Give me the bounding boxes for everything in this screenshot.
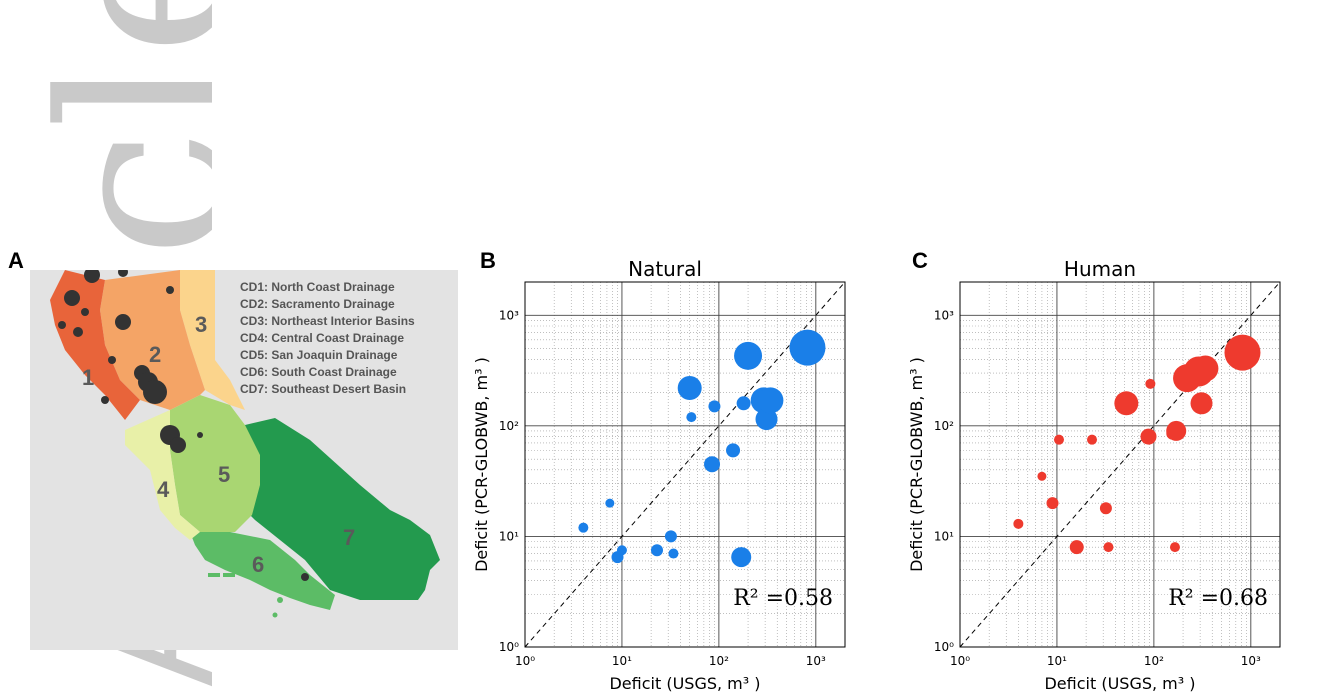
y-tick-label: 10² xyxy=(499,419,519,433)
x-tick-label: 10² xyxy=(1144,654,1164,668)
x-axis-label: Deficit (USGS, m³ ) xyxy=(1044,674,1195,693)
data-point xyxy=(686,412,697,423)
legend-cd6: CD6: South Coast Drainage xyxy=(240,365,397,379)
region-cd5 xyxy=(170,395,260,532)
region-cd3 xyxy=(180,270,245,410)
data-point xyxy=(1114,391,1139,416)
data-point xyxy=(668,548,679,559)
map-legend: CD1: North Coast Drainage CD2: Sacrament… xyxy=(240,280,415,396)
plot-frame xyxy=(959,281,1281,648)
data-point xyxy=(755,408,778,431)
data-point xyxy=(1224,334,1261,371)
panel-b-letter: B xyxy=(480,248,496,273)
data-point xyxy=(664,530,677,543)
x-tick-label: 10³ xyxy=(806,654,826,668)
points xyxy=(578,329,826,568)
region-cd4 xyxy=(125,410,200,540)
x-tick-label: 10⁰ xyxy=(950,654,970,668)
x-tick-label: 10¹ xyxy=(1047,654,1067,668)
island-1 xyxy=(208,573,220,577)
data-point xyxy=(616,545,627,556)
panel-c-letter: C xyxy=(912,248,928,273)
data-point xyxy=(1099,502,1112,515)
data-point xyxy=(578,522,589,533)
data-point xyxy=(605,498,615,508)
data-point xyxy=(1166,420,1187,441)
data-point xyxy=(1169,542,1180,553)
chart-title: Human xyxy=(1064,257,1136,281)
region-label-5: 5 xyxy=(218,462,230,487)
data-point xyxy=(1140,428,1157,445)
legend-cd4: CD4: Central Coast Drainage xyxy=(240,331,404,345)
points xyxy=(1013,334,1261,555)
y-tick-label: 10² xyxy=(934,419,954,433)
station-markers xyxy=(58,270,309,581)
region-label-6: 6 xyxy=(252,552,264,577)
data-point xyxy=(1087,434,1098,445)
region-cd2 xyxy=(100,270,205,410)
x-tick-label: 10³ xyxy=(1241,654,1261,668)
island-4 xyxy=(272,612,278,618)
y-axis-label: Deficit (PCR-GLOBWB, m³ ) xyxy=(907,357,926,572)
y-tick-label: 10³ xyxy=(934,308,954,322)
panel-a-letter: A xyxy=(8,248,24,273)
data-point xyxy=(726,443,741,458)
y-axis-label: Deficit (PCR-GLOBWB, m³ ) xyxy=(472,357,491,572)
island-3 xyxy=(277,597,283,603)
island-2 xyxy=(223,573,235,577)
data-point xyxy=(757,387,784,414)
y-tick-label: 10⁰ xyxy=(499,640,519,654)
data-point xyxy=(1190,392,1213,415)
data-point xyxy=(789,329,826,366)
legend-cd3: CD3: Northeast Interior Basins xyxy=(240,314,415,328)
legend-cd2: CD2: Sacramento Drainage xyxy=(240,297,395,311)
y-tick-label: 10¹ xyxy=(499,529,519,543)
data-point xyxy=(1013,518,1024,529)
x-tick-label: 10² xyxy=(709,654,729,668)
legend-cd1: CD1: North Coast Drainage xyxy=(240,280,395,294)
data-point xyxy=(1103,542,1114,553)
x-tick-label: 10¹ xyxy=(612,654,632,668)
chart-title: Natural xyxy=(628,257,702,281)
california-map: 1 2 3 4 5 6 7 CD1: North Coast Drainage … xyxy=(30,270,458,650)
data-point xyxy=(731,547,752,568)
x-axis-label: Deficit (USGS, m³ ) xyxy=(609,674,760,693)
data-point xyxy=(1046,497,1059,510)
data-point xyxy=(708,400,721,413)
legend-cd7: CD7: Southeast Desert Basin xyxy=(240,382,406,396)
data-point xyxy=(1192,355,1219,382)
region-cd6 xyxy=(190,532,335,610)
region-label-2: 2 xyxy=(149,342,161,367)
data-point xyxy=(734,341,763,370)
region-cd1 xyxy=(50,270,140,420)
r-squared-annotation: R² =0.68 xyxy=(1168,586,1268,611)
data-point xyxy=(1037,471,1047,481)
data-point xyxy=(1069,540,1084,555)
plot-frame xyxy=(524,281,846,648)
legend-cd5: CD5: San Joaquin Drainage xyxy=(240,348,398,362)
r-squared-annotation: R² =0.58 xyxy=(733,586,833,611)
x-tick-label: 10⁰ xyxy=(515,654,535,668)
region-label-4: 4 xyxy=(157,477,170,502)
data-point xyxy=(677,375,702,400)
y-tick-label: 10³ xyxy=(499,308,519,322)
y-tick-label: 10¹ xyxy=(934,529,954,543)
region-label-7: 7 xyxy=(343,525,355,550)
region-label-1: 1 xyxy=(82,365,94,390)
data-point xyxy=(704,456,721,473)
data-point xyxy=(736,396,751,411)
data-point xyxy=(651,544,664,557)
region-label-3: 3 xyxy=(195,312,207,337)
data-point xyxy=(1145,378,1156,389)
y-tick-label: 10⁰ xyxy=(934,640,954,654)
data-point xyxy=(1053,434,1064,445)
region-cd7 xyxy=(230,418,440,600)
